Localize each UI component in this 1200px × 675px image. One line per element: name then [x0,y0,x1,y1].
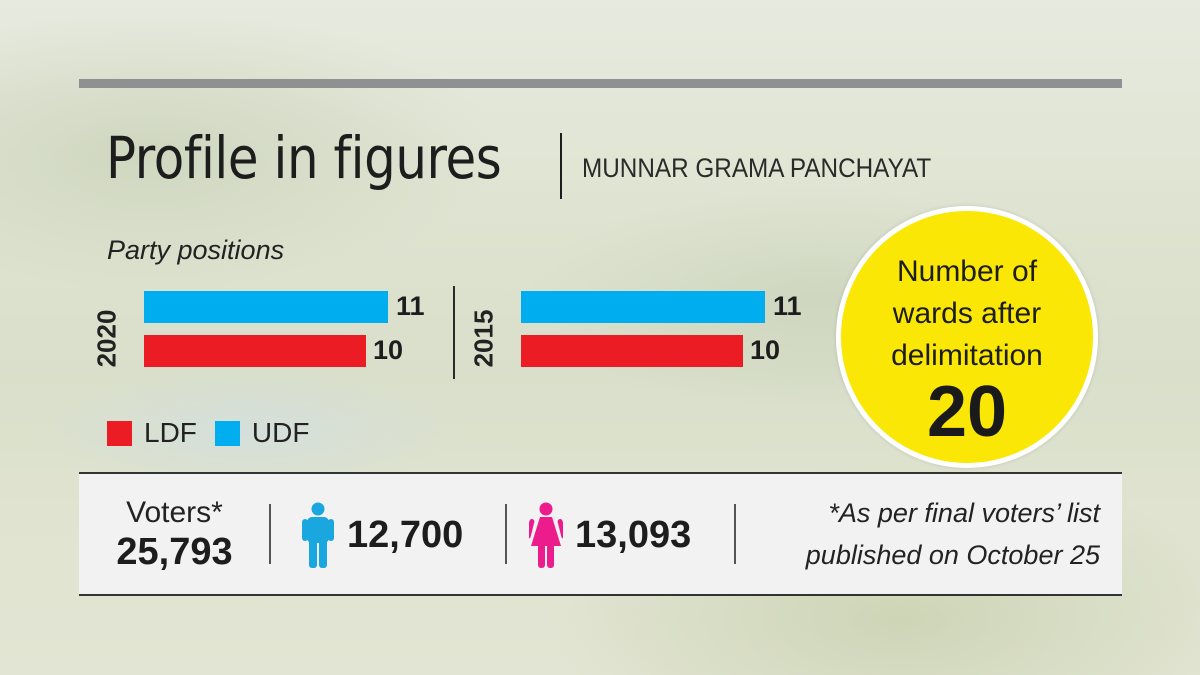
bar-value-udf: 11 [773,291,802,321]
wards-caption-line: Number of [896,255,1038,288]
bar-udf [521,291,765,323]
bar-ldf [521,335,743,367]
voters-panel: Voters* 25,793 12,700 13,093 *As per fin… [79,472,1122,596]
voters-total: Voters* 25,793 [107,496,242,574]
bar-group-2020: 2020 11 10 [92,287,427,379]
bar-ldf [144,335,366,367]
page-subtitle: MUNNAR GRAMA PANCHAYAT [582,152,932,183]
year-label: 2015 [468,309,499,368]
wards-badge: Number of wards after delimitation 20 [836,206,1098,468]
wards-caption: Number of wards after delimitation [841,251,1093,377]
voters-footnote: *As per final voters’ list published on … [806,492,1100,576]
bar-value-ldf: 10 [373,335,404,365]
wards-count: 20 [926,372,1008,452]
chart-legend: LDF UDF [107,417,327,449]
legend-label-udf: UDF [251,417,310,448]
bar-group-2015: 2015 11 10 [469,287,804,379]
male-voters: 12,700 [301,502,463,568]
footnote-line: *As per final voters’ list [828,498,1100,528]
male-figure-icon [302,502,334,568]
female-figure-icon [529,502,563,568]
legend-label-ldf: LDF [144,417,197,448]
divider [505,504,507,564]
female-voters: 13,093 [529,502,691,568]
legend-swatch-ldf [107,420,132,446]
legend-swatch-udf [214,420,240,446]
party-positions-title: Party positions [107,235,285,265]
voters-total-value: 25,793 [116,531,233,573]
page-title: Profile in figures [106,124,502,192]
voters-label: Voters* [126,496,223,529]
wards-caption-line: delimitation [891,339,1043,372]
divider [734,504,736,564]
year-label: 2020 [91,309,122,368]
wards-caption-line: wards after [892,297,1042,330]
male-voters-value: 12,700 [347,513,464,556]
bar-value-udf: 11 [396,291,425,321]
year-divider [453,286,455,379]
bar-udf [144,291,388,323]
header: Profile in figures MUNNAR GRAMA PANCHAYA… [106,118,970,199]
female-voters-value: 13,093 [575,513,692,556]
divider [269,504,271,564]
top-rule [79,79,1122,88]
footnote-line: published on October 25 [805,540,1100,570]
bar-value-ldf: 10 [750,335,781,365]
title-divider [560,133,562,199]
